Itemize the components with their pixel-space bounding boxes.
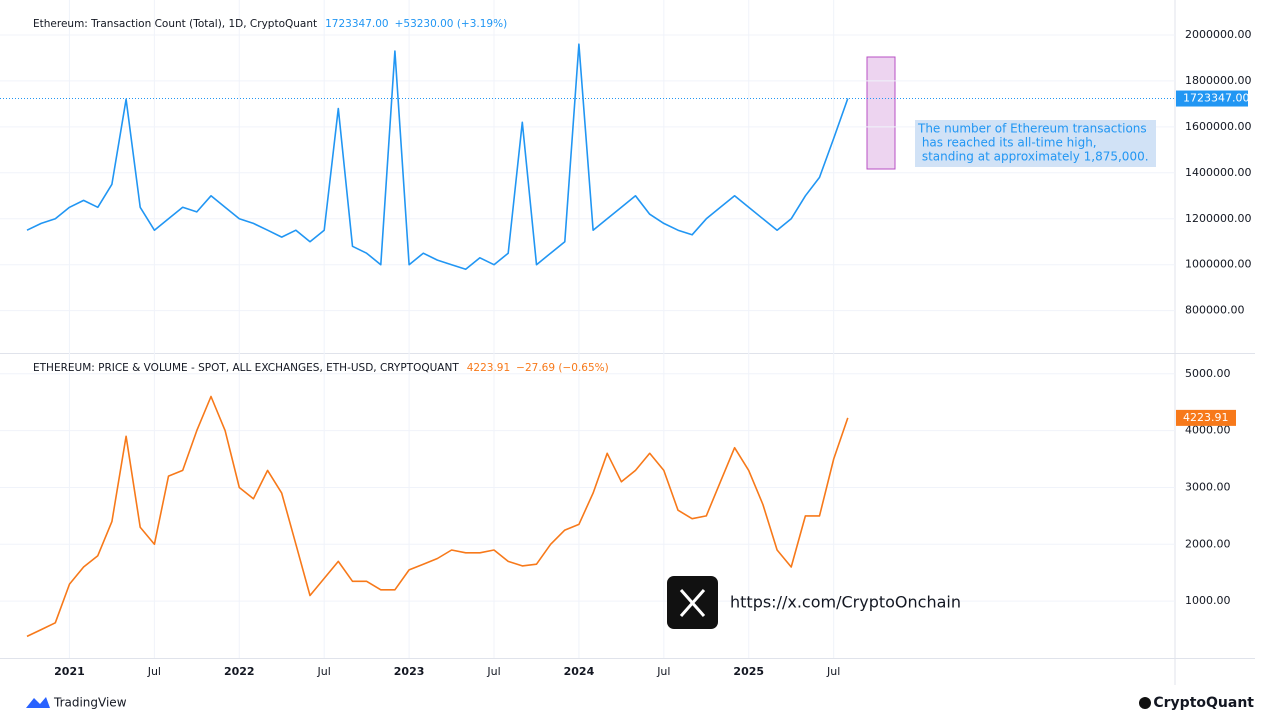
header-value: 1723347.00 <box>325 18 388 30</box>
annotation-box <box>915 120 1156 167</box>
footer-left: TradingView <box>53 696 127 710</box>
x-tick-label: 2025 <box>733 665 764 678</box>
last-value-tag <box>1176 409 1236 426</box>
y-tick-label: 800000.00 <box>1185 304 1245 317</box>
header-value: 4223.91 <box>467 362 510 374</box>
x-tick-label: Jul <box>147 665 161 678</box>
y-tick-label: 5000.00 <box>1185 367 1231 380</box>
y-tick-label: 2000000.00 <box>1185 28 1251 41</box>
y-tick-label: 1200000.00 <box>1185 212 1251 225</box>
series-line <box>26 43 849 271</box>
annotation-line: has reached its all-time high, <box>918 136 1097 150</box>
y-tick-label: 1000000.00 <box>1185 258 1251 271</box>
x-tick-label: 2021 <box>54 665 85 678</box>
y-tick-label: 2000.00 <box>1185 537 1231 550</box>
series-line <box>26 395 849 638</box>
highlight-box <box>866 56 896 170</box>
last-value-label: 4223.91 <box>1183 411 1229 424</box>
plot: 2021 Jul 2022 Jul 2023 Jul 2024 Jul 2025 Jul 80000… <box>0 0 1251 678</box>
annotation-line: standing at approximately 1,875,000. <box>918 150 1149 164</box>
annotation-line: The number of Ethereum transactions <box>917 122 1147 136</box>
x-tick-label: 2024 <box>564 665 595 678</box>
tradingview-logo <box>26 697 50 708</box>
header-change: −27.69 (−0.65%) <box>516 362 609 374</box>
cryptoquant-logo <box>1139 697 1151 709</box>
x-logo <box>667 576 718 629</box>
x-tick-label: Jul <box>317 665 331 678</box>
last-value-tag <box>1176 90 1248 107</box>
x-tick-label: 2023 <box>394 665 425 678</box>
x-tick-label: Jul <box>486 665 500 678</box>
pane-title: ETHEREUM: PRICE & VOLUME - SPOT, ALL EXC… <box>33 362 459 374</box>
footer-right: CryptoQuant <box>1153 695 1254 711</box>
y-tick-label: 1400000.00 <box>1185 166 1251 179</box>
y-tick-label: 1800000.00 <box>1185 74 1251 87</box>
x-tick-label: Jul <box>656 665 670 678</box>
last-value-label: 1723347.00 <box>1183 92 1249 105</box>
pane-title: Ethereum: Transaction Count (Total), 1D,… <box>33 18 317 30</box>
logo-glyph <box>679 589 706 617</box>
watermark-link: https://x.com/CryptoOnchain <box>730 593 961 612</box>
x-tick-label: Jul <box>826 665 840 678</box>
header-change: +53230.00 (+3.19%) <box>395 18 508 30</box>
y-tick-label: 1000.00 <box>1185 594 1231 607</box>
x-tick-label: 2022 <box>224 665 255 678</box>
y-tick-label: 4000.00 <box>1185 424 1231 437</box>
y-tick-label: 1600000.00 <box>1185 120 1251 133</box>
y-tick-label: 3000.00 <box>1185 480 1231 493</box>
